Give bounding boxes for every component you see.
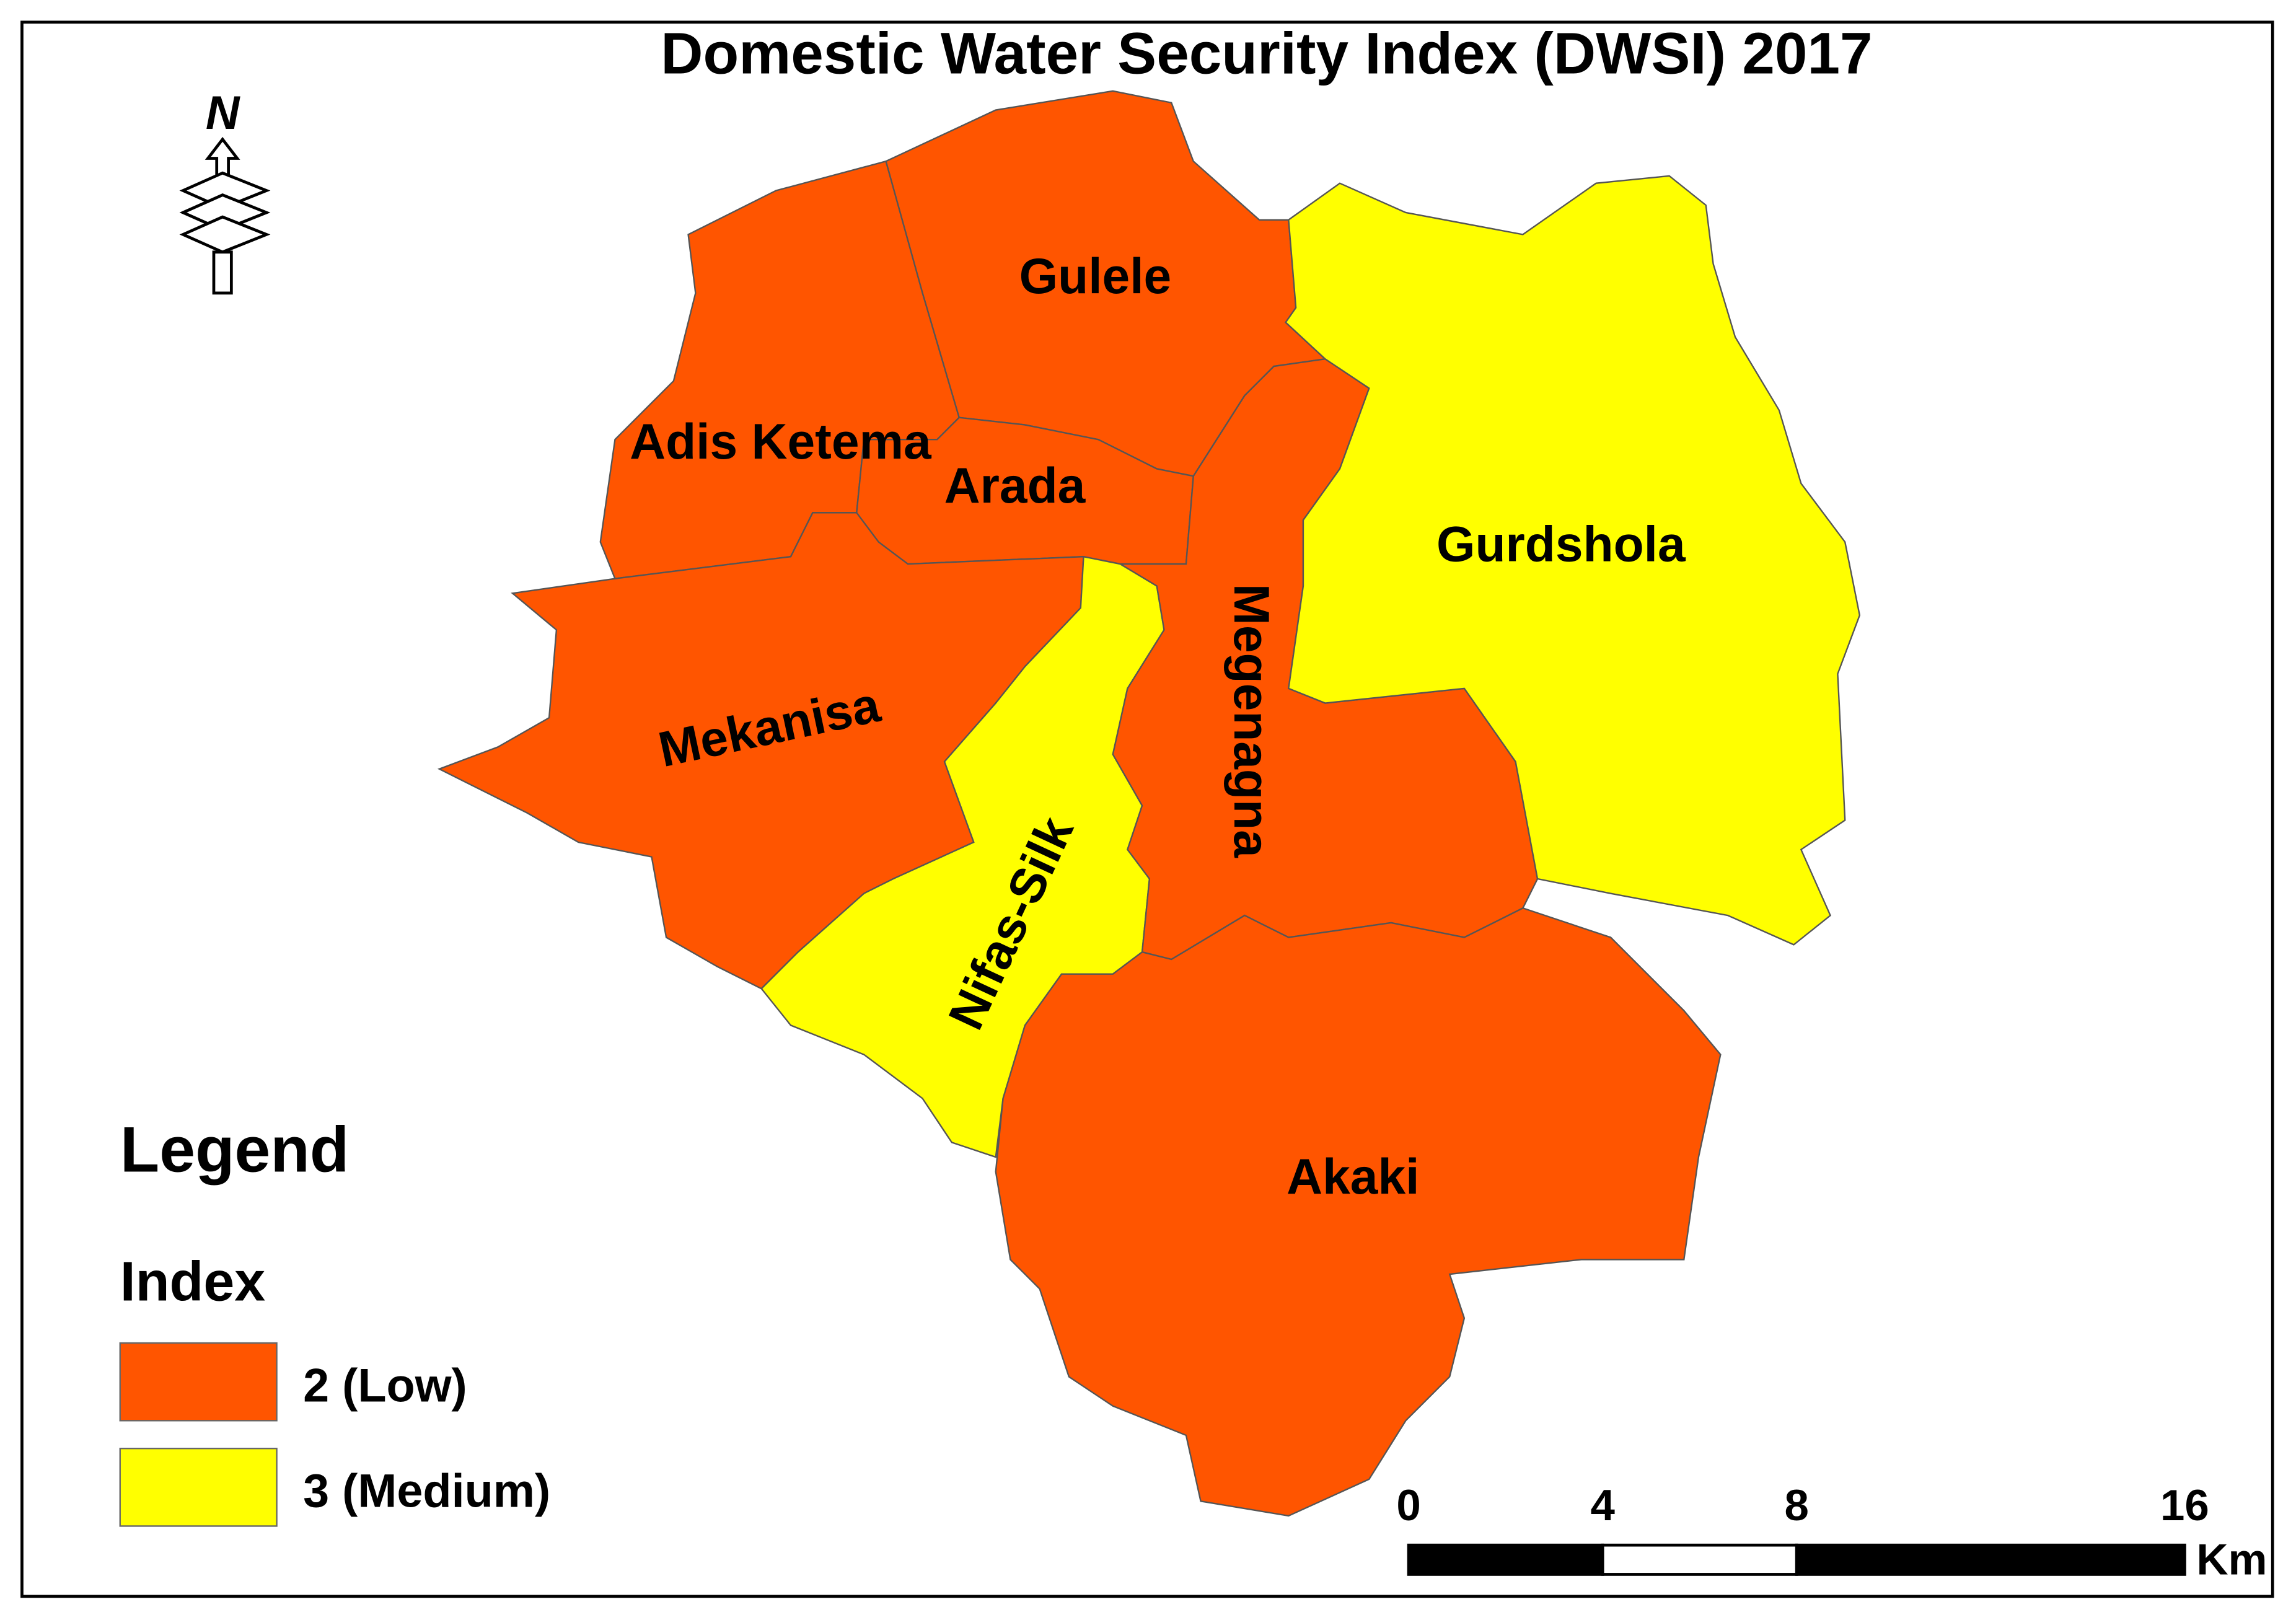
shaft bbox=[212, 250, 233, 295]
north-arrow: N bbox=[179, 87, 271, 295]
district-label: Megenagna bbox=[1223, 584, 1279, 858]
district-area bbox=[995, 907, 1722, 1517]
legend-label: 2 (Low) bbox=[303, 1360, 467, 1412]
north-label: N bbox=[206, 87, 240, 139]
scale-segment bbox=[1407, 1543, 1604, 1576]
district-area bbox=[1285, 175, 1861, 946]
legend-swatch bbox=[119, 1448, 278, 1527]
scale-bar: 0 4 8 16 Km bbox=[1396, 1481, 2267, 1584]
scale-segment bbox=[1601, 1543, 1798, 1576]
legend-swatch bbox=[119, 1342, 278, 1422]
legend-subtitle: Index bbox=[120, 1251, 266, 1313]
district-label: Arada bbox=[944, 458, 1086, 514]
district-label: Adis Ketema bbox=[630, 414, 932, 470]
district-label: Gurdshola bbox=[1436, 516, 1686, 572]
layer bbox=[179, 215, 271, 254]
legend-title: Legend bbox=[120, 1114, 350, 1186]
scale-segment bbox=[1795, 1543, 2186, 1576]
scale-tick-label: 16 bbox=[2160, 1481, 2209, 1530]
legend-label: 3 (Medium) bbox=[303, 1466, 550, 1518]
district-label: Akaki bbox=[1287, 1149, 1419, 1205]
districts bbox=[437, 90, 1861, 1517]
legend: Legend Index 2 (Low) 3 (Medium) bbox=[119, 1114, 550, 1527]
map-title: Domestic Water Security Index (DWSI) 201… bbox=[661, 20, 1872, 86]
scale-tick-label: 8 bbox=[1785, 1481, 1809, 1530]
scale-unit: Km bbox=[2196, 1535, 2267, 1584]
scale-tick-label: 4 bbox=[1590, 1481, 1615, 1530]
scale-tick-label: 0 bbox=[1396, 1481, 1420, 1530]
district-label: Gulele bbox=[1019, 249, 1172, 304]
